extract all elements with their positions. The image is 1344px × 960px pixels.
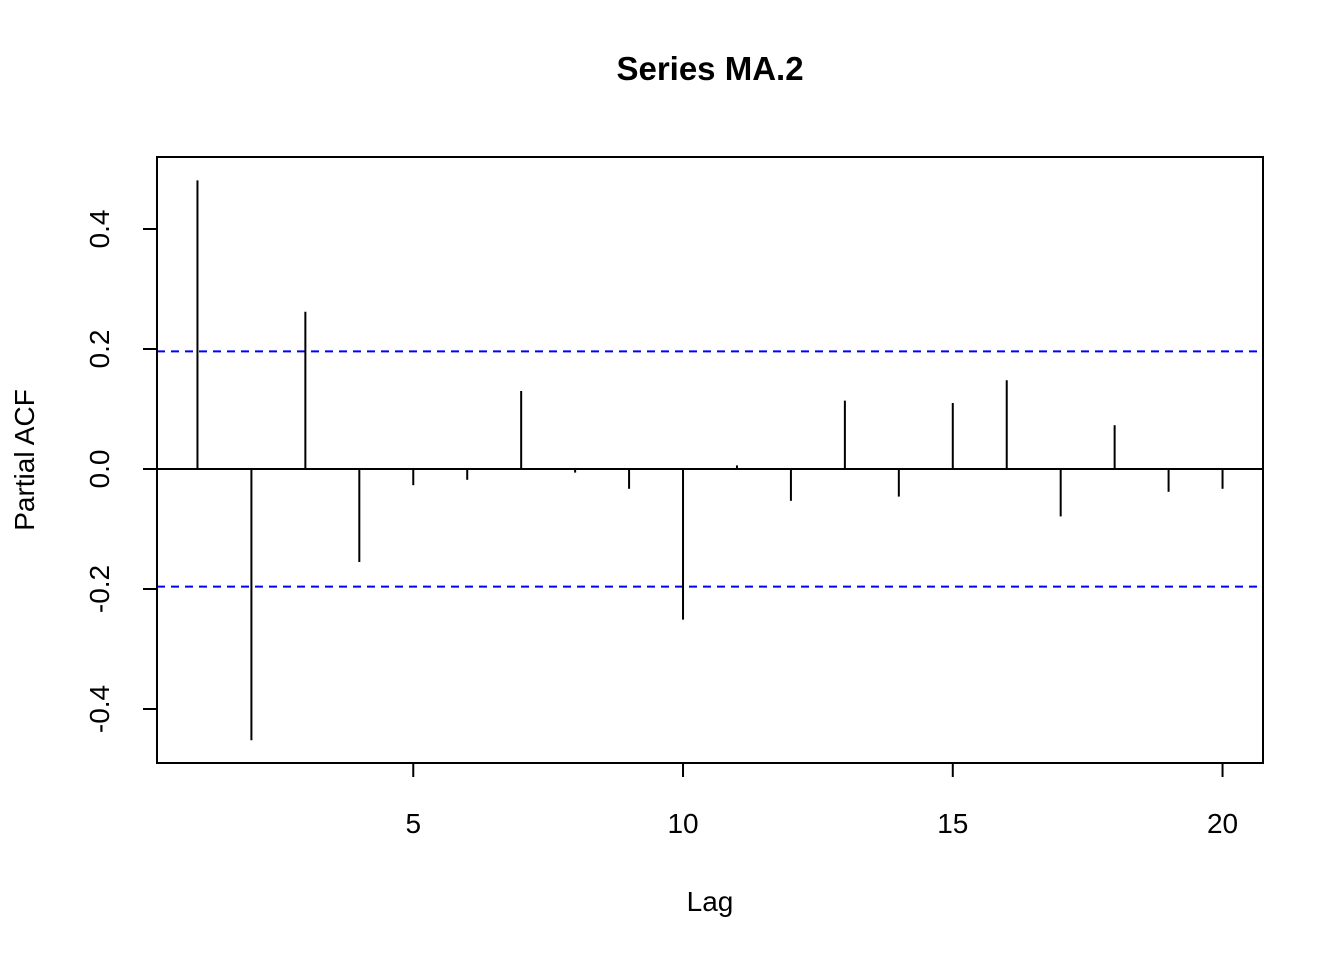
x-tick-label: 5 [405, 808, 421, 839]
chart-title: Series MA.2 [616, 50, 803, 87]
plot-area [157, 180, 1263, 741]
x-tick-label: 15 [937, 808, 968, 839]
y-tick-label: -0.4 [84, 685, 115, 733]
y-axis: -0.4 -0.2 0.0 0.2 0.4 [84, 210, 157, 733]
x-tick-label: 10 [667, 808, 698, 839]
y-tick-label: -0.2 [84, 565, 115, 613]
y-tick-label: 0.2 [84, 330, 115, 369]
y-tick-label: 0.0 [84, 450, 115, 489]
y-tick-label: 0.4 [84, 210, 115, 249]
y-axis-label: Partial ACF [9, 389, 40, 531]
x-axis: 5 10 15 20 [405, 763, 1238, 839]
x-axis-label: Lag [687, 886, 734, 917]
x-tick-label: 20 [1207, 808, 1238, 839]
plot-frame [156, 156, 1264, 764]
